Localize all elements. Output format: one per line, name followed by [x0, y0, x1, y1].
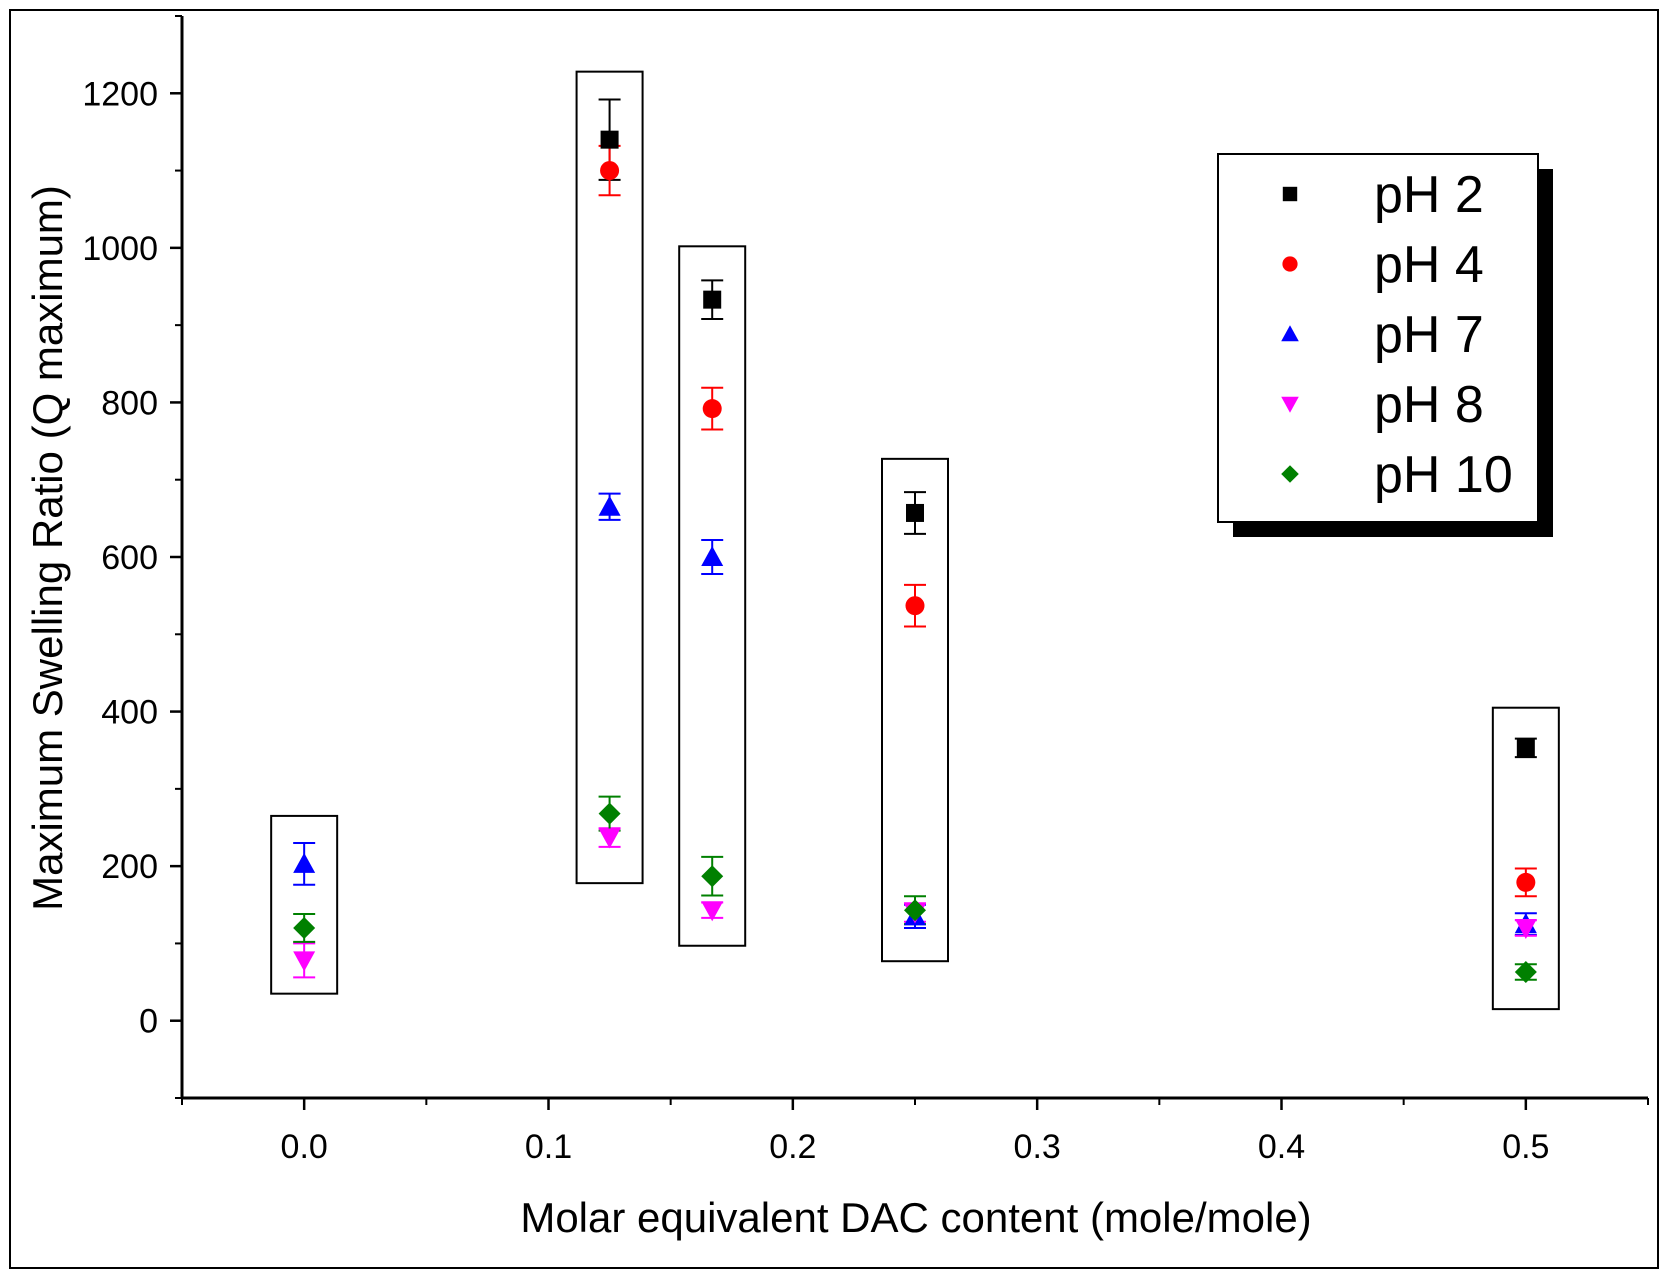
- legend-label: pH 8: [1374, 376, 1484, 434]
- y-tick-label: 1200: [82, 75, 158, 113]
- data-point: [600, 130, 619, 149]
- x-tick-label: 0.3: [1014, 1128, 1061, 1166]
- legend-label: pH 7: [1374, 306, 1484, 364]
- data-point: [1516, 738, 1535, 757]
- data-point: [906, 503, 924, 522]
- data-point: [905, 596, 925, 616]
- data-point: [904, 899, 926, 922]
- data-point: [703, 290, 722, 309]
- y-tick-label: 400: [101, 694, 158, 732]
- data-point: [1516, 872, 1536, 892]
- legend-marker: [1282, 256, 1298, 272]
- legend-label: pH 10: [1374, 446, 1513, 504]
- legend-label: pH 2: [1374, 166, 1484, 224]
- x-tick-label: 0.5: [1502, 1128, 1549, 1166]
- data-point: [598, 828, 621, 849]
- x-tick-label: 0.2: [769, 1128, 816, 1166]
- group-box: [1491, 706, 1560, 1011]
- legend-marker: [1281, 396, 1299, 413]
- data-point: [293, 852, 316, 873]
- legend-label: pH 4: [1374, 236, 1484, 294]
- data-point: [702, 399, 722, 419]
- data-point: [598, 495, 621, 516]
- y-tick-label: 800: [101, 384, 158, 422]
- x-tick-label: 0.0: [281, 1128, 328, 1166]
- y-tick-label: 200: [101, 848, 158, 886]
- legend-marker: [1282, 186, 1298, 202]
- data-point: [600, 161, 620, 181]
- y-axis-title: Maximum Swelling Ratio (Q maximum): [24, 185, 71, 911]
- data-point: [1514, 918, 1537, 939]
- x-axis-title: Molar equivalent DAC content (mole/mole): [520, 1194, 1311, 1241]
- data-point: [1514, 961, 1537, 984]
- legend-marker: [1281, 325, 1299, 342]
- axes: 0 200 400 600 800 1000 1200 0.0 0.1 0.2 0.3 0.4 0.5: [82, 15, 1649, 1166]
- group-boxes: [270, 70, 1560, 1011]
- data-points: [293, 130, 1537, 984]
- group-box: [575, 70, 644, 885]
- legend: pH 2 pH 4 pH 7 pH 8 pH 10: [1217, 153, 1553, 537]
- y-tick-label: 1000: [82, 230, 158, 268]
- data-point: [701, 901, 724, 922]
- y-tick-label: 600: [101, 539, 158, 577]
- x-tick-label: 0.1: [525, 1128, 572, 1166]
- group-box: [678, 245, 747, 947]
- legend-box: [1217, 153, 1539, 523]
- group-box: [881, 457, 949, 963]
- data-point: [598, 802, 621, 825]
- data-point: [701, 546, 724, 566]
- group-box: [270, 814, 339, 995]
- y-tick-label: 0: [139, 1003, 158, 1041]
- data-point: [293, 916, 316, 939]
- data-point: [701, 865, 724, 888]
- data-point: [293, 951, 316, 972]
- x-tick-label: 0.4: [1258, 1128, 1305, 1166]
